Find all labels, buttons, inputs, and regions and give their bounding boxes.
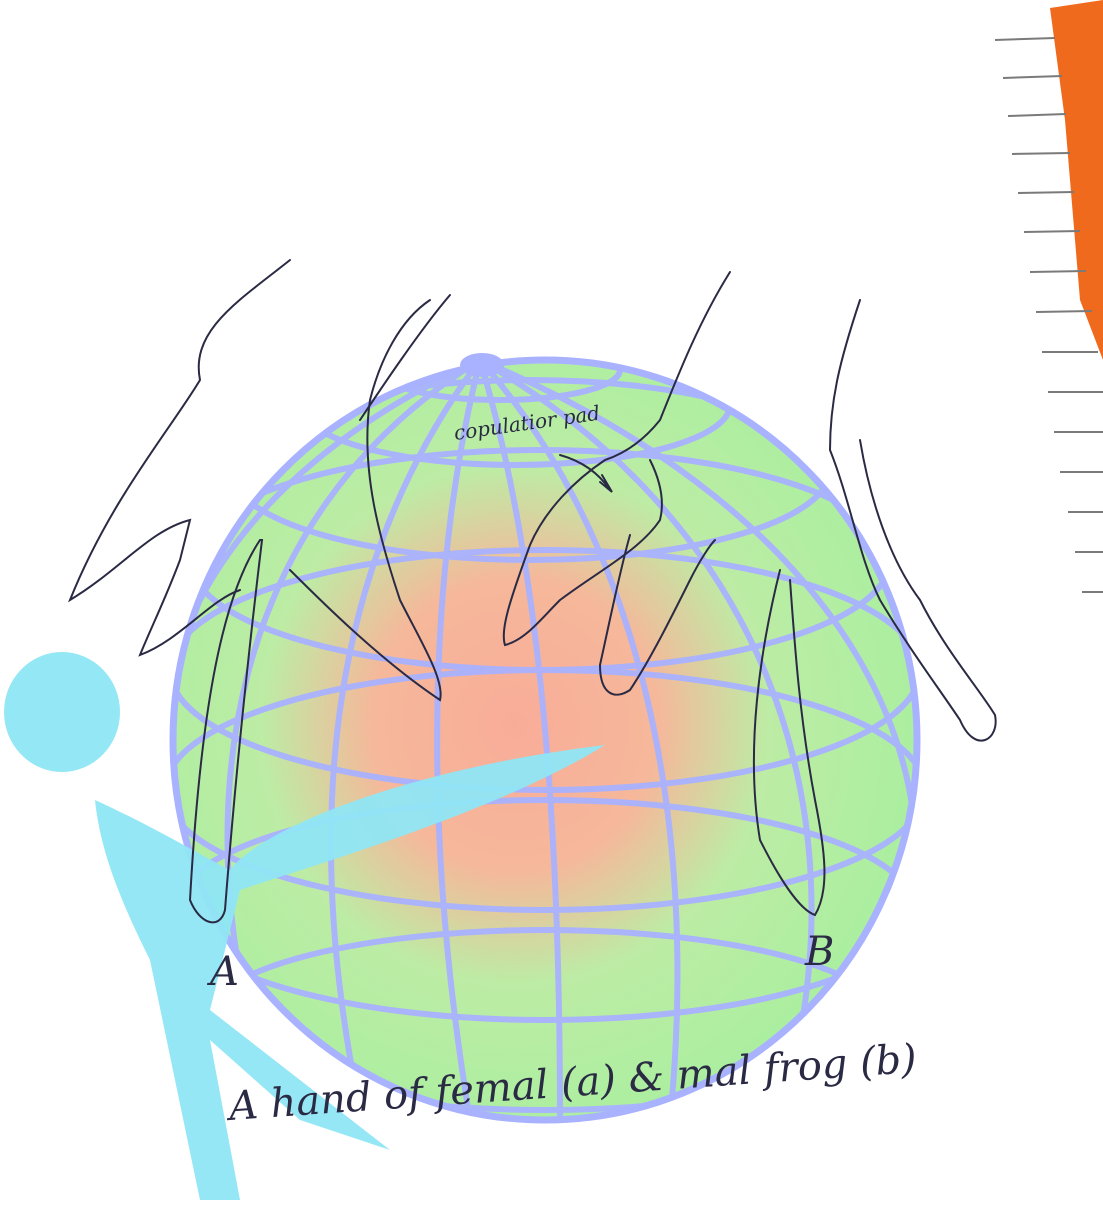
annotation-arrow — [559, 454, 613, 493]
male-hand-sketch — [502, 271, 997, 917]
label-a: A — [206, 949, 239, 995]
hand-sketches — [67, 259, 997, 924]
label-b: B — [804, 929, 834, 975]
notebook-edge — [994, 0, 1103, 593]
globe-watermark — [169, 353, 921, 1124]
female-hand-sketch — [67, 259, 451, 924]
logo-figure — [4, 652, 605, 1200]
